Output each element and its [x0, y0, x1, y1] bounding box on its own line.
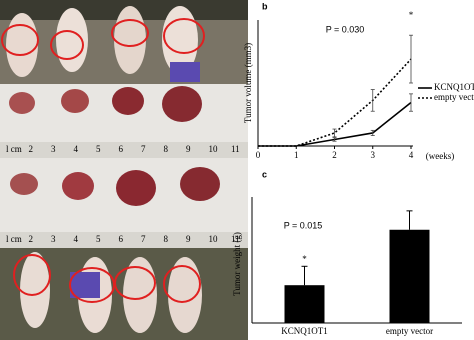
- ruler-label: 8: [164, 234, 169, 244]
- bar: [284, 285, 325, 323]
- circle: [13, 254, 51, 296]
- tumor: [9, 92, 35, 114]
- annotation: P = 0.030: [326, 24, 365, 34]
- ruler-label: 8: [164, 144, 169, 154]
- panel-label: b: [262, 1, 268, 11]
- ruler-label: l cm: [6, 234, 22, 244]
- ruler-label: 3: [51, 234, 56, 244]
- ruler-label: l cm: [6, 144, 22, 154]
- ruler-label: 4: [74, 144, 79, 154]
- ruler: [0, 142, 248, 158]
- x-tick-label: KCNQ1OT1: [281, 326, 328, 336]
- mouse: [123, 257, 157, 333]
- circle: [163, 265, 201, 303]
- ruler-label: 5: [96, 234, 101, 244]
- ruler-label: 10: [209, 144, 219, 154]
- tumor: [180, 167, 220, 201]
- annotation: *: [302, 254, 307, 264]
- x-tick-label: 4: [409, 150, 414, 160]
- tumor: [10, 173, 38, 195]
- mouse: [6, 13, 38, 77]
- ruler-label: 10: [209, 234, 219, 244]
- x-tick-label: 3: [371, 150, 376, 160]
- circle: [50, 30, 84, 60]
- ink: [70, 272, 100, 298]
- bar: [389, 229, 430, 323]
- tumor: [61, 89, 89, 113]
- ruler-label: 11: [231, 234, 240, 244]
- mouse: [114, 6, 146, 74]
- circle: [114, 266, 156, 300]
- line: [258, 58, 412, 147]
- ruler: [0, 232, 248, 248]
- mouse: [168, 257, 202, 333]
- tumor: [116, 170, 156, 206]
- ink: [170, 62, 200, 82]
- ruler-label: 9: [186, 144, 191, 154]
- y-axis-label: Tumor volume (mm3): [243, 43, 253, 123]
- photo-panel: [0, 0, 248, 340]
- ruler-label: 3: [51, 144, 56, 154]
- y-axis-label: Tumor weight (g): [232, 232, 242, 296]
- ruler-label: 2: [29, 234, 34, 244]
- panel-label: c: [262, 169, 267, 179]
- ruler-label: 9: [186, 234, 191, 244]
- annotation: P = 0.015: [284, 220, 323, 230]
- x-tick-label: empty vector: [386, 326, 433, 336]
- error-bar: [409, 93, 413, 112]
- tumor: [62, 172, 94, 200]
- x-tick-label: 0: [256, 150, 261, 160]
- x-axis-label: (weeks): [426, 151, 455, 161]
- circle: [111, 19, 149, 47]
- annotation: *: [409, 10, 414, 20]
- mouse: [20, 252, 50, 328]
- ruler-label: 5: [96, 144, 101, 154]
- tumor: [162, 86, 202, 122]
- error-bar: [332, 128, 337, 138]
- legend-label: empty vector: [434, 92, 474, 102]
- legend-label: KCNQ1OT1: [434, 82, 474, 92]
- error-bar: [332, 137, 337, 142]
- x-tick-label: 1: [294, 150, 299, 160]
- x-tick-label: 2: [332, 150, 337, 160]
- mouse: [56, 8, 88, 72]
- circle: [69, 267, 115, 303]
- circle: [163, 18, 205, 54]
- ruler-label: 2: [29, 144, 34, 154]
- error-bar: [370, 129, 375, 136]
- circle: [1, 24, 39, 56]
- ruler-label: 6: [119, 144, 124, 154]
- error-bar: [370, 89, 375, 112]
- ruler-label: 7: [141, 144, 146, 154]
- error-bar: [409, 34, 413, 84]
- ruler-label: 4: [74, 234, 79, 244]
- ruler-label: 7: [141, 234, 146, 244]
- ruler-label: 11: [231, 144, 240, 154]
- ruler-label: 6: [119, 234, 124, 244]
- tumor: [112, 87, 144, 115]
